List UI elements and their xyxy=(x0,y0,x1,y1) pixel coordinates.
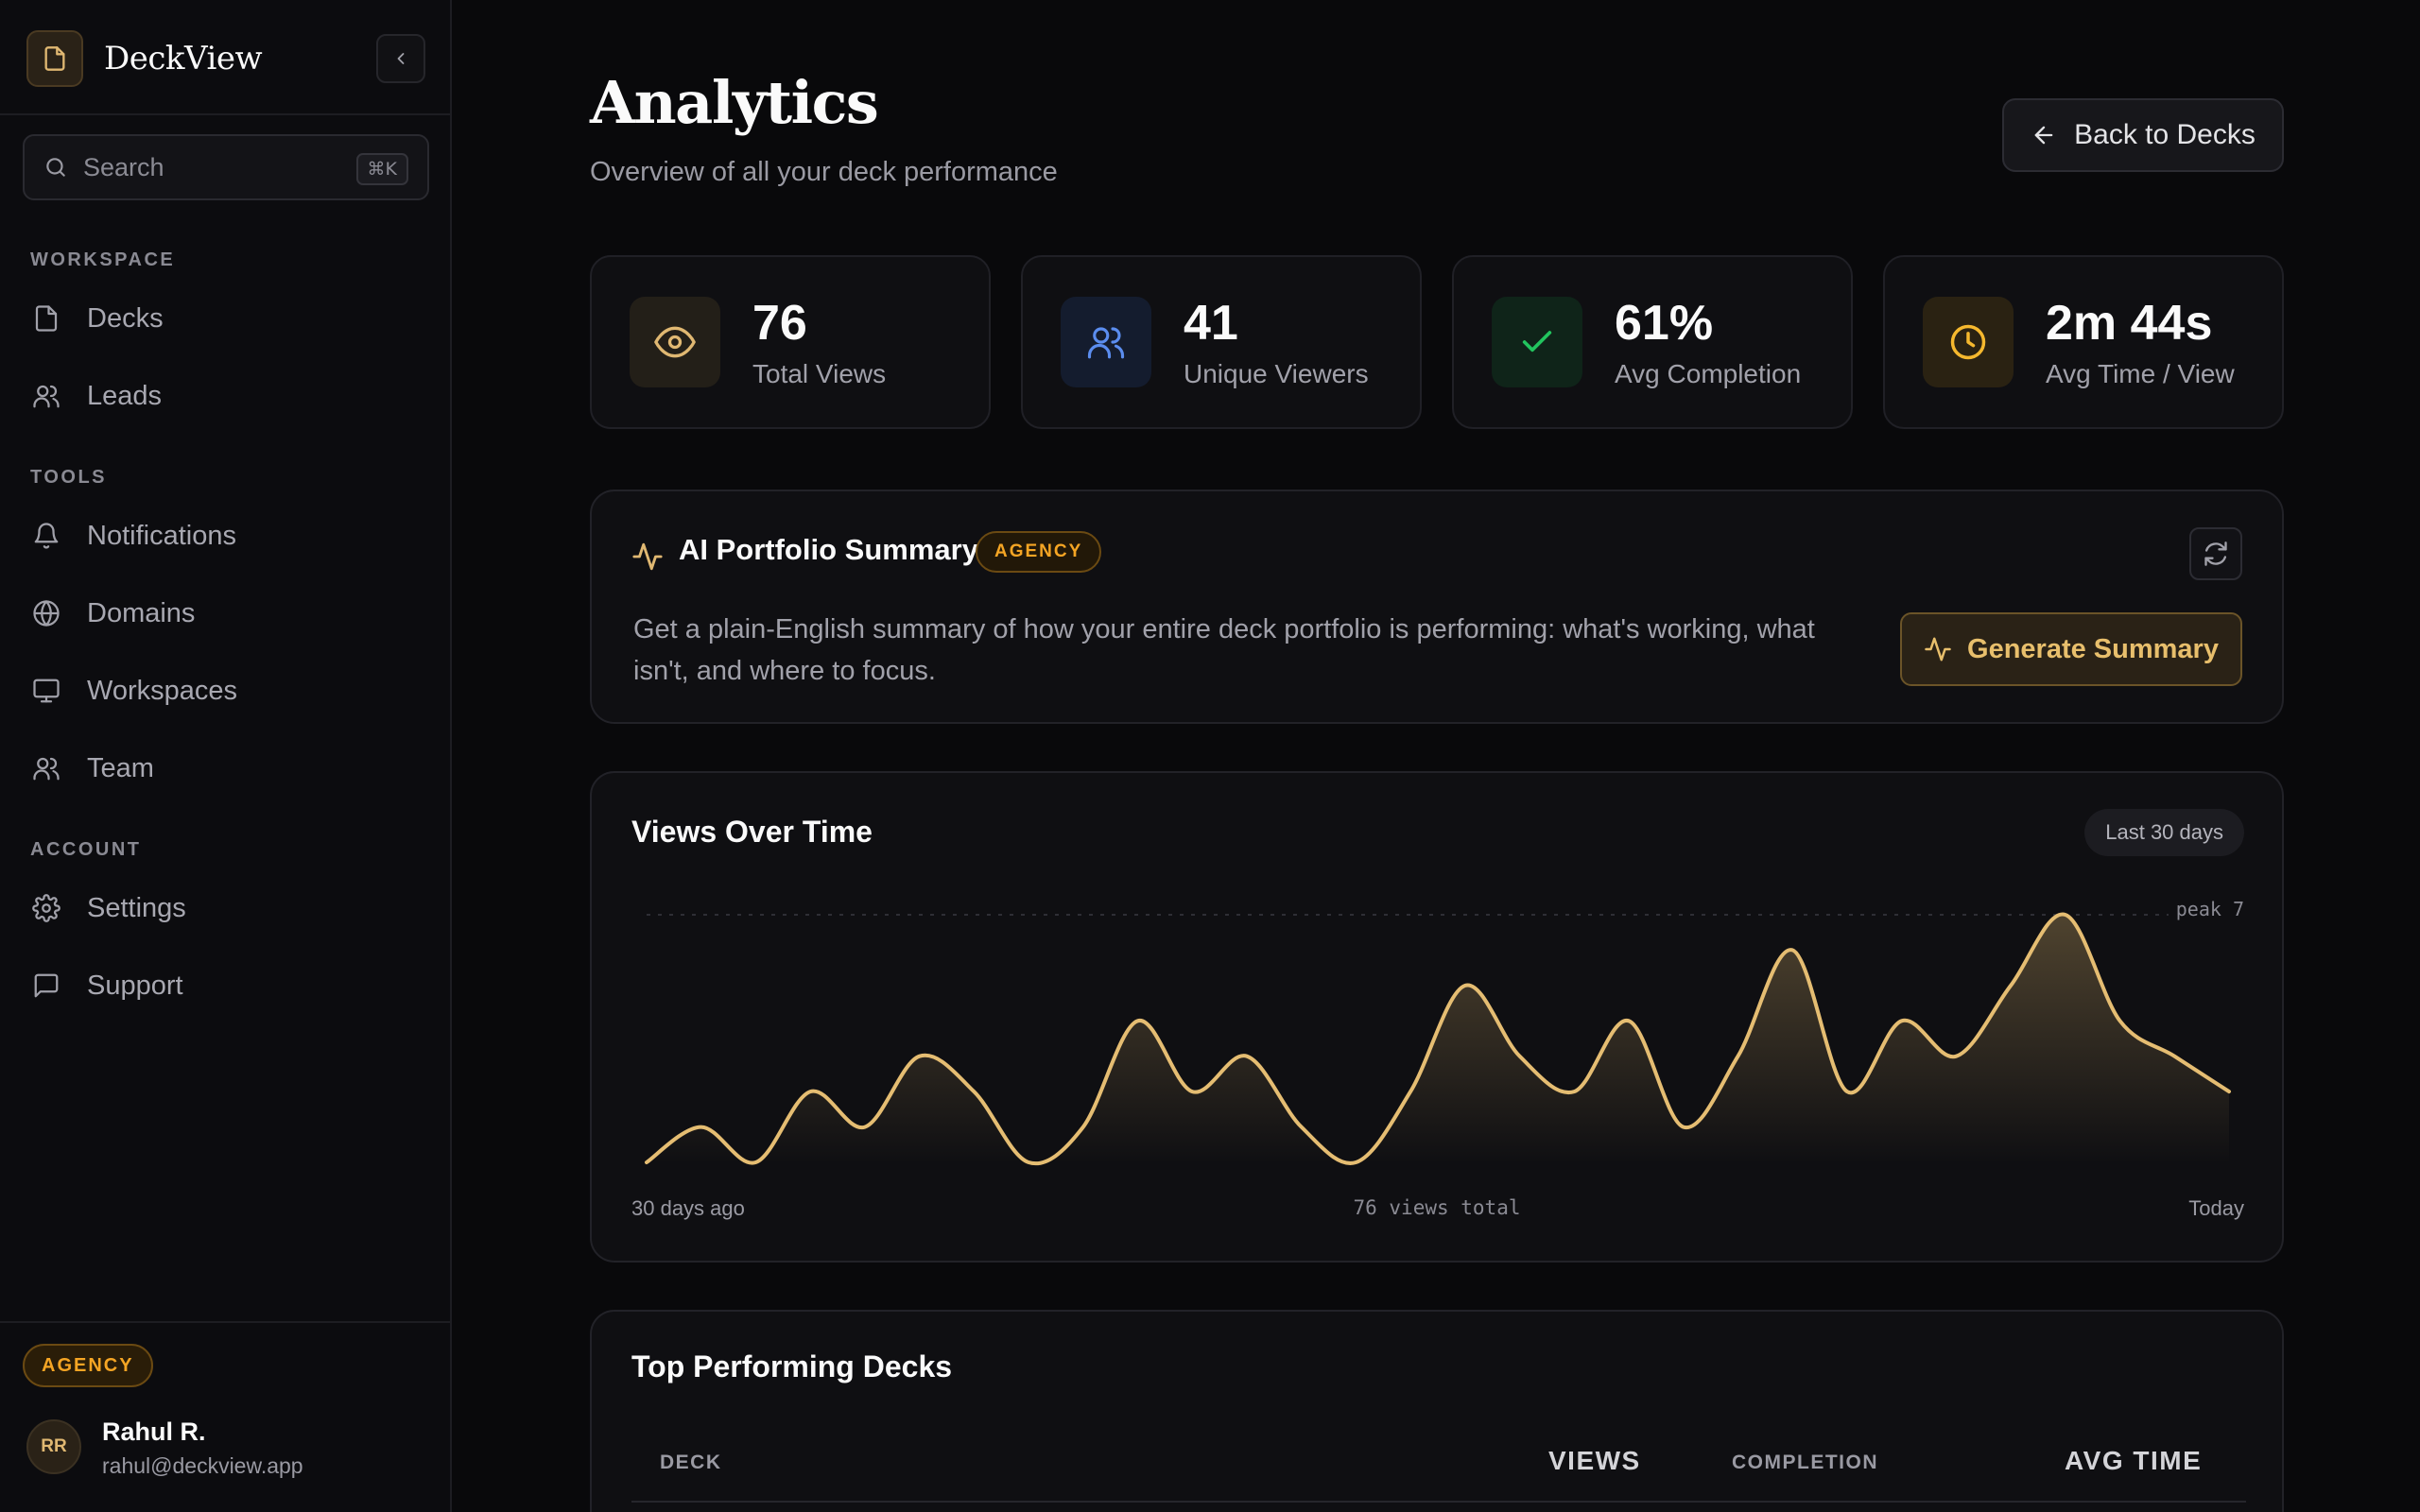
ai-summary-badge: AGENCY xyxy=(976,531,1102,573)
chart-line xyxy=(645,912,2231,1166)
sidebar-item-notifications[interactable]: Notifications xyxy=(30,507,418,564)
plan-badge: AGENCY xyxy=(23,1344,153,1387)
sidebar: DeckView Search ⌘K WORKSPACE Decks Leads… xyxy=(0,0,452,1512)
chevron-left-icon xyxy=(397,53,405,64)
ai-summary-panel: AI Portfolio Summary AGENCY Get a plain-… xyxy=(590,490,2284,724)
search-input[interactable]: Search ⌘K xyxy=(23,134,429,200)
sidebar-divider xyxy=(0,113,450,115)
column-header-avg-time[interactable]: AVG TIME xyxy=(2065,1446,2203,1475)
sidebar-item-label: Settings xyxy=(87,892,186,923)
monitor-icon xyxy=(30,675,62,707)
column-header-deck[interactable]: DECK xyxy=(660,1452,722,1473)
top-decks-panel: Top Performing Decks DECK VIEWS COMPLETI… xyxy=(590,1310,2284,1512)
table-header-divider xyxy=(631,1501,2246,1503)
stat-card-avg-completion: 61% Avg Completion xyxy=(1452,255,1853,429)
refresh-button[interactable] xyxy=(2189,527,2242,580)
sidebar-item-support[interactable]: Support xyxy=(30,957,418,1014)
stat-card-avg-time: 2m 44s Avg Time / View xyxy=(1883,255,2284,429)
x-axis-end-label: Today xyxy=(2188,1196,2244,1220)
activity-icon xyxy=(1925,637,1951,662)
views-chart xyxy=(645,912,2231,1166)
sidebar-footer-divider xyxy=(0,1321,450,1323)
check-icon xyxy=(1492,297,1582,387)
sidebar-item-domains[interactable]: Domains xyxy=(30,585,418,642)
deckview-logo-icon xyxy=(26,30,83,87)
globe-icon xyxy=(30,597,62,629)
peak-label: peak 7 xyxy=(2175,898,2244,920)
message-icon xyxy=(30,970,62,1002)
search-placeholder: Search xyxy=(83,152,164,181)
stat-card-total-views: 76 Total Views xyxy=(590,255,991,429)
arrow-left-icon xyxy=(2034,126,2053,145)
views-chart-panel: Views Over Time Last 30 days peak 7 30 d… xyxy=(590,771,2284,1263)
stat-value: 41 xyxy=(1184,296,1238,351)
range-selector[interactable]: Last 30 days xyxy=(2084,809,2244,856)
clock-icon xyxy=(1923,297,2014,387)
user-email: rahul@deckview.app xyxy=(102,1453,303,1478)
back-to-decks-button[interactable]: Back to Decks xyxy=(2002,98,2284,172)
chart-title: Views Over Time xyxy=(631,815,873,849)
sidebar-item-label: Team xyxy=(87,752,154,783)
sidebar-item-settings[interactable]: Settings xyxy=(30,880,418,936)
sidebar-item-label: Support xyxy=(87,970,183,1001)
sidebar-item-leads[interactable]: Leads xyxy=(30,368,418,424)
sidebar-item-team[interactable]: Team xyxy=(30,740,418,797)
ai-summary-title: AI Portfolio Summary xyxy=(679,533,978,566)
brand-name: DeckView xyxy=(104,40,263,77)
x-axis-start-label: 30 days ago xyxy=(631,1196,745,1220)
stat-label: Avg Time / View xyxy=(2046,359,2235,388)
users-icon xyxy=(30,380,62,412)
sidebar-item-label: Notifications xyxy=(87,520,236,551)
section-label-workspace: WORKSPACE xyxy=(30,249,176,270)
stat-label: Unique Viewers xyxy=(1184,359,1369,388)
stat-value: 76 xyxy=(752,296,807,351)
sidebar-item-label: Decks xyxy=(87,302,164,334)
back-to-decks-label: Back to Decks xyxy=(2074,119,2256,150)
section-label-tools: TOOLS xyxy=(30,467,108,488)
bell-icon xyxy=(30,520,62,552)
stat-value: 61% xyxy=(1615,296,1714,351)
search-icon xyxy=(46,158,65,177)
stat-label: Total Views xyxy=(752,359,887,388)
brand[interactable]: DeckView xyxy=(26,30,263,87)
page-title: Analytics xyxy=(590,68,879,137)
section-label-account: ACCOUNT xyxy=(30,839,142,860)
x-axis-total-label: 76 views total xyxy=(1353,1196,1521,1219)
sidebar-item-label: Leads xyxy=(87,380,163,411)
sidebar-item-workspaces[interactable]: Workspaces xyxy=(30,662,418,719)
sidebar-item-label: Domains xyxy=(87,597,196,628)
gear-icon xyxy=(30,892,62,924)
ai-summary-description: Get a plain-English summary of how your … xyxy=(633,614,1815,686)
sidebar-item-decks[interactable]: Decks xyxy=(30,290,418,347)
generate-summary-button[interactable]: Generate Summary xyxy=(1900,612,2242,686)
column-header-views[interactable]: VIEWS xyxy=(1548,1446,1641,1475)
refresh-icon xyxy=(2204,541,2227,566)
top-decks-title: Top Performing Decks xyxy=(631,1349,953,1383)
stat-value: 2m 44s xyxy=(2046,296,2213,351)
avatar[interactable]: RR xyxy=(26,1419,81,1474)
generate-summary-label: Generate Summary xyxy=(1967,633,2219,664)
stat-label: Avg Completion xyxy=(1615,359,1802,388)
page-subtitle: Overview of all your deck performance xyxy=(590,157,1058,187)
users-icon xyxy=(30,752,62,784)
stat-card-unique-viewers: 41 Unique Viewers xyxy=(1021,255,1422,429)
sidebar-item-label: Workspaces xyxy=(87,675,238,706)
users-icon xyxy=(1061,297,1151,387)
activity-icon xyxy=(632,542,663,571)
eye-icon xyxy=(630,297,720,387)
search-shortcut: ⌘K xyxy=(355,153,408,185)
chart-area xyxy=(647,914,2229,1164)
user-name: Rahul R. xyxy=(102,1418,206,1446)
column-header-completion[interactable]: COMPLETION xyxy=(1732,1452,1878,1473)
file-icon xyxy=(30,302,62,335)
collapse-sidebar-button[interactable] xyxy=(376,34,425,83)
